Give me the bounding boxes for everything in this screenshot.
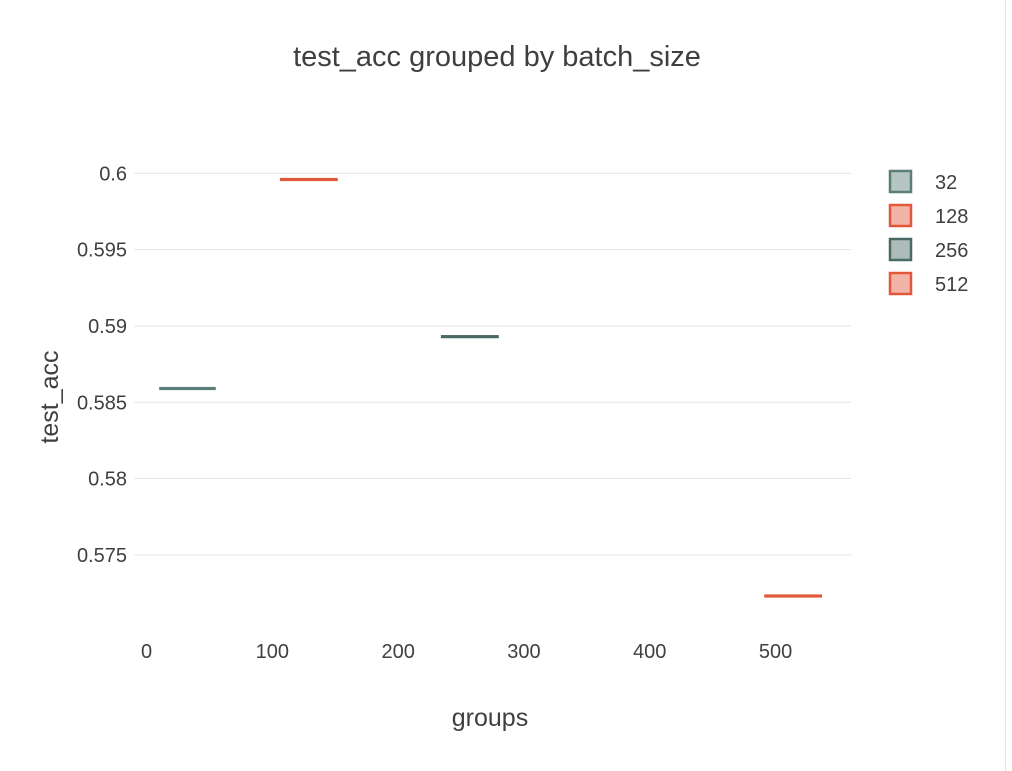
legend-label: 512 xyxy=(935,274,968,296)
legend-item-128[interactable]: 128 xyxy=(888,203,968,228)
box-128[interactable] xyxy=(279,177,338,182)
legend-swatch xyxy=(888,237,913,262)
legend-swatch xyxy=(888,203,913,228)
chart-title: test_acc grouped by batch_size xyxy=(293,41,701,73)
y-tick-label: 0.6 xyxy=(99,163,127,185)
panel-right-border xyxy=(1005,0,1006,771)
legend[interactable]: 32 128 256 512 xyxy=(888,169,968,296)
legend-swatch xyxy=(888,169,913,194)
box-512[interactable] xyxy=(764,594,823,598)
x-tick-label: 400 xyxy=(633,641,666,663)
y-axis-title: test_acc xyxy=(36,350,64,443)
legend-label: 256 xyxy=(935,240,968,262)
box-256[interactable] xyxy=(440,335,499,339)
y-axis-ticks: 0.575 0.58 0.585 0.59 0.595 0.6 xyxy=(77,163,127,566)
x-tick-label: 0 xyxy=(141,641,152,663)
legend-label: 32 xyxy=(935,172,957,194)
x-axis-title: groups xyxy=(452,704,528,732)
legend-item-512[interactable]: 512 xyxy=(888,271,968,296)
x-tick-label: 300 xyxy=(507,641,540,663)
y-tick-label: 0.595 xyxy=(77,240,127,262)
y-tick-label: 0.575 xyxy=(77,545,127,567)
box-32[interactable] xyxy=(159,386,216,391)
x-axis-ticks: 0 100 200 300 400 500 xyxy=(141,641,792,663)
legend-swatch xyxy=(888,271,913,296)
x-tick-label: 500 xyxy=(759,641,792,663)
legend-item-32[interactable]: 32 xyxy=(888,169,957,194)
x-tick-label: 200 xyxy=(381,641,414,663)
plot-marks xyxy=(159,177,823,598)
x-tick-label: 100 xyxy=(256,641,289,663)
y-tick-label: 0.58 xyxy=(88,469,127,491)
legend-item-256[interactable]: 256 xyxy=(888,237,968,262)
legend-label: 128 xyxy=(935,206,968,228)
gridlines xyxy=(134,172,851,556)
y-tick-label: 0.59 xyxy=(88,316,127,338)
y-tick-label: 0.585 xyxy=(77,392,127,414)
